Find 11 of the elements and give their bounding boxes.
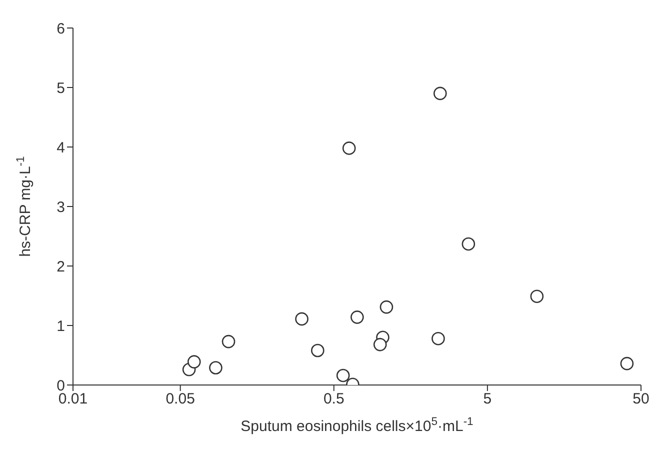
y-tick-label: 5 xyxy=(56,80,65,97)
y-tick-label: 1 xyxy=(56,318,65,335)
y-tick-label: 6 xyxy=(56,20,65,38)
x-tick-label: 0.5 xyxy=(323,390,344,408)
x-tick-label: 5 xyxy=(483,390,492,408)
x-tick-label: 50 xyxy=(632,390,650,408)
y-tick-label: 2 xyxy=(56,258,65,276)
x-tick-label: 0.05 xyxy=(166,390,195,408)
y-tick-label: 3 xyxy=(56,198,65,216)
y-tick-label: 4 xyxy=(56,139,65,156)
x-axis-title: Sputum eosinophils cells×10$^{5}$·mL$^{-1}$ xyxy=(240,416,474,435)
